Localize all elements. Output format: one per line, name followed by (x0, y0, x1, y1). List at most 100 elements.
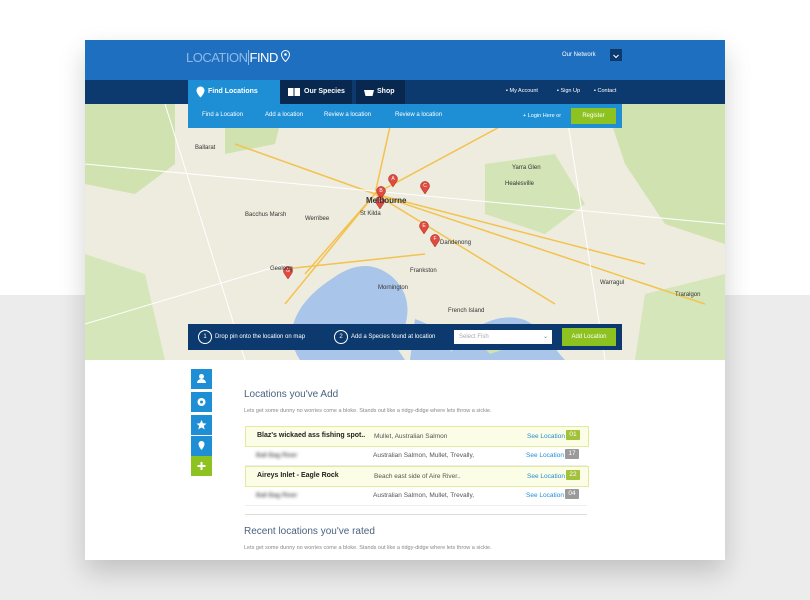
see-location-link[interactable]: See Location (526, 452, 564, 459)
species: Australian Salmon, Mullet, Trevally, (373, 492, 475, 499)
map-label: Warragul (600, 280, 625, 286)
map-marker (376, 186, 386, 200)
map-label: Frankston (410, 268, 437, 274)
network-label[interactable]: Our Network (562, 52, 596, 58)
see-location-link[interactable]: See Location (526, 492, 564, 499)
pin-icon (196, 86, 205, 98)
map-marker (388, 174, 398, 188)
logo-pin (280, 49, 290, 63)
species: Beach east side of Aire River.. (374, 473, 461, 480)
sidebar-star[interactable] (191, 415, 212, 435)
add-location-button[interactable]: Add Location (562, 328, 616, 346)
map-label: Yarra Glen (512, 165, 541, 171)
map-marker (375, 196, 385, 210)
map-label: Bacchus Marsh (245, 212, 287, 218)
subnav-link[interactable]: Review a location (324, 112, 372, 118)
map-marker (420, 181, 430, 195)
login-link[interactable]: + Login Here or (523, 113, 562, 119)
book-icon (288, 88, 300, 96)
tab-label: Find Locations (208, 88, 258, 95)
link-text: Contact (597, 88, 617, 94)
register-button[interactable]: Register (571, 108, 616, 124)
location-name: Blaz's wickaed ass fishing spot.. (257, 432, 366, 439)
markers: A B C D E F G (283, 174, 440, 280)
location-name: Ball Bag River (256, 452, 298, 459)
subnav: Find a Location Add a location Review a … (188, 104, 622, 128)
map-marker (283, 266, 293, 280)
marker-letter: A (391, 176, 395, 182)
logo-right: FIND (247, 50, 278, 65)
location-name: Aireys Inlet - Eagle Rock (257, 472, 339, 479)
count-badge: 22 (566, 470, 580, 480)
row-divider (245, 505, 587, 506)
header: LOCATION FIND Our Network (85, 40, 725, 80)
map-label: Mornington (378, 285, 409, 291)
map-label: French Island (448, 308, 485, 314)
basket-icon (364, 90, 374, 96)
network-dropdown[interactable] (610, 49, 622, 61)
map-label: Traralgon (675, 292, 701, 298)
map-label: St Kilda (360, 211, 381, 217)
steps-bar: 1 Drop pin onto the location on map 2 Ad… (188, 324, 622, 350)
marker-letter: D (378, 198, 382, 204)
map-label: Healesville (505, 181, 535, 187)
link-text: My Account (509, 88, 538, 94)
step-number: 2 (334, 330, 348, 344)
species: Australian Salmon, Mullet, Trevally, (373, 452, 475, 459)
location-row: Blaz's wickaed ass fishing spot.. Mullet,… (245, 426, 589, 447)
map-label: Werribee (305, 216, 330, 222)
nav-bar: Find Locations Our Species Shop ▪ My Acc… (85, 80, 725, 104)
select-text: Select Fish (459, 334, 489, 340)
subnav-link[interactable]: Review a location (395, 112, 443, 118)
sidebar-add[interactable] (191, 456, 212, 476)
content-panel (226, 368, 625, 560)
marker-letter: B (379, 188, 383, 194)
map[interactable]: A B C D E F G (85, 104, 725, 360)
species: Mullet, Australian Salmon (374, 433, 448, 440)
tab-label: Shop (377, 88, 395, 95)
map-label: Dandenong (440, 240, 472, 246)
section-title: Locations you've Add (244, 389, 339, 400)
link-text: Sign Up (560, 88, 581, 94)
see-location-link[interactable]: See Location (527, 433, 565, 440)
divider (245, 514, 587, 515)
section-subtitle: Lets get some dunny no worries come a bl… (244, 545, 492, 551)
nav-link[interactable]: ▪ My Account (506, 88, 538, 94)
caret (613, 54, 619, 59)
logo: LOCATION FIND (186, 49, 290, 65)
nav-link[interactable]: ▪ Sign Up (557, 88, 581, 94)
logo-left: LOCATION (186, 50, 248, 65)
sidebar-pin[interactable] (191, 436, 212, 456)
location-row: Ball Bag River Australian Salmon, Mullet,… (245, 486, 587, 506)
section-subtitle: Lets get some dunny no worries come a bl… (244, 408, 492, 414)
subnav-link[interactable]: Find a Location (202, 112, 244, 118)
map-label: Geelong (270, 266, 293, 272)
map-marker (419, 221, 429, 235)
step-text: Add a Species found at location (351, 334, 436, 340)
tab[interactable]: Our Species (280, 80, 352, 104)
location-row: Aireys Inlet - Eagle Rock Beach east side… (245, 466, 589, 487)
marker-letter: C (423, 183, 427, 189)
marker-letter: E (422, 223, 426, 229)
step-text: Drop pin onto the location on map (215, 334, 306, 340)
row-divider (245, 465, 587, 466)
subnav-link[interactable]: Add a location (265, 112, 304, 118)
see-location-link[interactable]: See Location (527, 473, 565, 480)
map-label: Melbourne (366, 196, 407, 205)
tab[interactable]: Shop (356, 80, 405, 104)
fish-select[interactable]: Select Fish ⌄ (454, 330, 552, 344)
location-name: Ball Bag River (256, 492, 298, 499)
sidebar-target[interactable] (191, 392, 212, 412)
nav-link[interactable]: ▪ Contact (594, 88, 617, 94)
marker-letter: F (433, 236, 436, 242)
sidebar-user[interactable] (191, 369, 212, 389)
section-title: Recent locations you've rated (244, 526, 375, 537)
count-badge: 04 (565, 489, 579, 499)
count-badge: 17 (565, 449, 579, 459)
location-row: Ball Bag River Australian Salmon, Mullet,… (245, 446, 587, 466)
step-number: 1 (198, 330, 212, 344)
count-badge: 01 (566, 430, 580, 440)
tab-active[interactable]: Find Locations (188, 80, 280, 104)
tab-label: Our Species (304, 88, 345, 95)
